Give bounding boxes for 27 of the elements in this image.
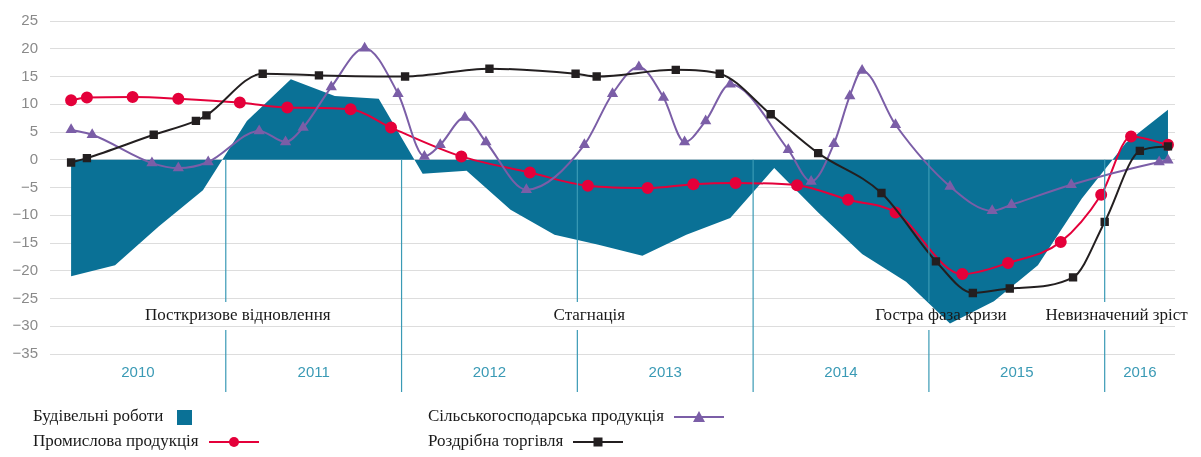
ref-line-label: Посткризове відновлення bbox=[144, 305, 331, 325]
y-tick-label: −30 bbox=[12, 316, 38, 334]
legend-label: Сільськогосподарська продукція bbox=[428, 406, 665, 425]
y-tick-label: −15 bbox=[12, 233, 38, 251]
y-tick-label: 5 bbox=[29, 122, 38, 140]
y-tick-label: −35 bbox=[12, 344, 38, 362]
y-tick-label: 0 bbox=[29, 149, 38, 167]
legend-label: Роздрібна торгівля bbox=[428, 431, 564, 450]
y-tick-label: −20 bbox=[12, 260, 38, 278]
y-tick-label: −5 bbox=[20, 177, 38, 195]
x-tick-label: 2014 bbox=[824, 363, 858, 381]
y-tick-label: −25 bbox=[12, 288, 38, 306]
y-tick-label: 20 bbox=[21, 38, 38, 56]
x-tick-label: 2015 bbox=[1000, 363, 1034, 381]
y-tick-label: 10 bbox=[21, 94, 38, 112]
y-tick-label: −10 bbox=[12, 205, 38, 223]
legend-label: Будівельні роботи bbox=[33, 406, 164, 425]
x-tick-label: 2012 bbox=[472, 363, 507, 381]
x-tick-label: 2011 bbox=[297, 363, 330, 381]
x-tick-label: 2013 bbox=[648, 363, 682, 381]
x-tick-label: 2010 bbox=[121, 363, 155, 381]
y-tick-label: 15 bbox=[21, 66, 38, 84]
x-tick-label: 2016 bbox=[1123, 363, 1157, 381]
y-tick-label: 25 bbox=[21, 11, 38, 29]
legend-label: Промислова продукція bbox=[33, 431, 199, 450]
ref-line-label: Невизначений зріст bbox=[1045, 305, 1189, 325]
ref-line-label: Стагнація bbox=[553, 305, 626, 325]
